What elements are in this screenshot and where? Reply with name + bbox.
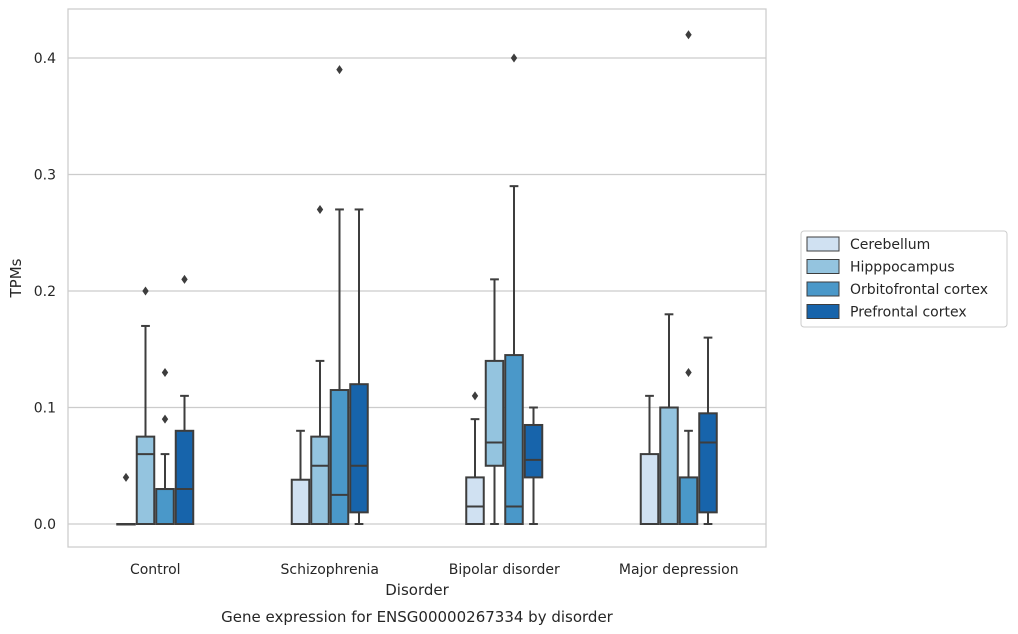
y-tick-label: 0.2 <box>34 284 56 300</box>
outlier-point <box>122 472 130 482</box>
legend-label: Hipppocampus <box>850 260 955 276</box>
y-tick-label: 0.0 <box>34 517 56 533</box>
box-body <box>174 429 195 525</box>
legend-frame <box>800 230 1008 328</box>
box-orbitofrontal-cortex <box>155 368 175 525</box>
plot-area-frame <box>67 8 767 548</box>
outlier-point <box>510 53 518 63</box>
box-cerebellum <box>116 472 136 526</box>
box-cerebellum <box>639 394 660 526</box>
box-body <box>504 354 524 526</box>
box-body <box>329 389 350 525</box>
box-body <box>484 359 505 467</box>
outlier-point <box>685 30 692 40</box>
y-tick-label: 0.1 <box>34 401 56 417</box>
box-body <box>639 453 660 526</box>
legend-swatch <box>806 259 840 274</box>
box-prefrontal-cortex <box>523 406 544 525</box>
box-body <box>155 488 175 525</box>
y-tick-label: 0.3 <box>34 168 56 184</box>
box-body <box>310 435 330 525</box>
legend-swatch <box>806 281 840 297</box>
box-body <box>135 435 156 525</box>
box-body <box>290 478 311 526</box>
legend-label: Prefrontal cortex <box>850 305 967 321</box>
box-prefrontal-cortex <box>349 208 369 525</box>
outlier-point <box>685 368 692 378</box>
x-tick-label: Bipolar disorder <box>449 562 560 578</box>
outlier-point <box>161 414 169 424</box>
x-tick-label: Control <box>130 562 181 578</box>
box-hipppocampus <box>659 313 679 525</box>
outlier-point <box>161 368 169 378</box>
box-body <box>349 383 369 514</box>
box-cerebellum <box>290 429 311 526</box>
outlier-point <box>142 286 149 296</box>
x-tick-label: Major depression <box>619 562 739 578</box>
legend: Cerebellum Hipppocampus Orbitofrontal cort… <box>800 230 1008 328</box>
box-series <box>116 30 718 526</box>
legend-label: Orbitofrontal cortex <box>850 282 988 298</box>
box-hipppocampus <box>484 278 505 525</box>
outlier-point <box>181 274 188 284</box>
box-prefrontal-cortex <box>698 336 718 525</box>
box-orbitofrontal-cortex <box>504 53 524 526</box>
x-tick-labels: Control Schizophrenia Bipolar disorder Majo… <box>130 562 739 578</box>
outlier-point <box>316 204 324 214</box>
outlier-point <box>336 65 343 75</box>
legend-label: Cerebellum <box>850 237 930 253</box>
box-body <box>698 412 718 514</box>
box-body <box>659 406 679 525</box>
outlier-point <box>471 391 479 401</box>
box-hipppocampus <box>135 286 156 525</box>
box-body <box>523 423 544 479</box>
y-axis-label: TPMs <box>7 258 25 298</box>
box-prefrontal-cortex <box>174 274 195 525</box>
box-cerebellum <box>465 391 485 525</box>
box-hipppocampus <box>310 204 330 525</box>
chart-caption: Gene expression for ENSG00000267334 by d… <box>221 608 614 626</box>
box-body <box>465 476 485 525</box>
box-body <box>678 476 699 525</box>
y-tick-label: 0.4 <box>34 51 56 67</box>
box-orbitofrontal-cortex <box>329 65 350 525</box>
box-orbitofrontal-cortex <box>678 30 699 525</box>
x-axis-label: Disorder <box>385 581 449 599</box>
y-tick-labels: 0.0 0.1 0.2 0.3 0.4 <box>34 51 56 533</box>
legend-swatch <box>806 236 840 252</box>
x-tick-label: Schizophrenia <box>281 562 379 578</box>
legend-swatch <box>806 304 840 319</box>
